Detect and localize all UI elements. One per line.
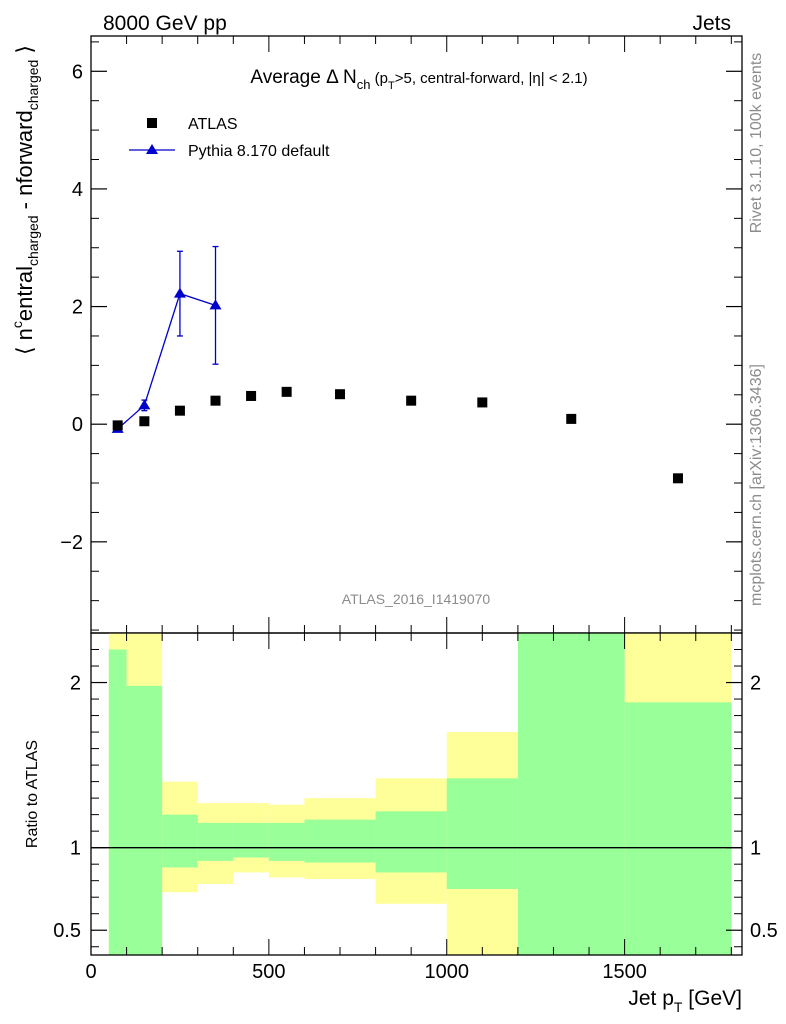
legend-atlas-marker	[147, 118, 157, 128]
main-panel: −2 0 2 4 6 Average Δ Nch (pT>5, central-forw…	[9, 35, 743, 634]
ratio-ylabel: Ratio to ATLAS	[24, 740, 41, 848]
main-ylabel: ⟨ ncentralcharged - nforwardcharged ⟩	[9, 45, 41, 355]
main-ytick-label: −2	[60, 532, 83, 554]
mcplots-label: mcplots.cern.ch [arXiv:1306.3436]	[748, 364, 765, 606]
ratio-ytick-label-right: 2	[750, 673, 761, 695]
ratio-band-green	[624, 702, 732, 955]
legend-pythia-marker	[146, 144, 158, 154]
ratio-xtick-label: 500	[252, 961, 285, 983]
rivet-label: Rivet 3.1.10, 100k events	[748, 53, 765, 234]
ratio-band-green	[108, 649, 127, 955]
legend: ATLAS Pythia 8.170 default	[129, 116, 330, 160]
chart-title: Average Δ Nch (pT>5, central-forward, |η…	[250, 67, 587, 92]
atlas-point	[335, 389, 346, 400]
atlas-point	[672, 473, 683, 484]
atlas-point	[566, 413, 577, 424]
pythia-point	[173, 287, 186, 298]
legend-atlas-label: ATLAS	[188, 116, 238, 133]
ratio-frame	[90, 632, 743, 956]
ratio-ytick-label-left: 1	[70, 838, 81, 860]
ratio-panel: 0.5 0.5 1 1 2 2 0 500 1000 1500 Ratio to ATLAS J…	[24, 632, 778, 1015]
atlas-point	[406, 395, 417, 406]
main-ytick-label: 2	[72, 297, 83, 319]
ratio-band-green	[233, 822, 269, 858]
ratio-ytick-label-left: 0.5	[53, 920, 81, 942]
main-ytick-label: 0	[72, 414, 83, 436]
atlas-point	[112, 420, 123, 431]
ratio-band-green	[162, 814, 198, 868]
ratio-xtick-label: 1000	[424, 961, 469, 983]
ratio-ytick-label-left: 2	[70, 673, 81, 695]
main-ytick-label: 4	[72, 179, 83, 201]
x-axis-label: Jet pT [GeV]	[628, 987, 742, 1015]
ratio-xtick-label: 0	[85, 961, 96, 983]
atlas-point	[246, 390, 257, 401]
ratio-band-green	[517, 633, 625, 955]
legend-pythia-label: Pythia 8.170 default	[188, 143, 330, 160]
ratio-band-green	[126, 685, 163, 955]
main-ytick-label: 6	[72, 61, 83, 83]
atlas-point	[139, 416, 150, 427]
ratio-band-green	[446, 778, 518, 889]
pythia-line	[117, 292, 216, 430]
atlas-point	[210, 395, 221, 406]
header-right: Jets	[692, 12, 731, 35]
ratio-xtick-label: 1500	[602, 961, 647, 983]
header-left: 8000 GeV pp	[103, 12, 227, 35]
atlas-point	[281, 386, 292, 397]
ratio-band-green	[268, 822, 305, 861]
ratio-band-green	[197, 822, 234, 861]
ratio-ytick-label-right: 0.5	[750, 920, 778, 942]
pythia-point	[138, 399, 151, 410]
ratio-band-green	[304, 819, 376, 863]
atlas-point	[174, 405, 185, 416]
ratio-band-green	[375, 811, 447, 873]
atlas-point	[477, 397, 488, 408]
ratio-ytick-label-right: 1	[750, 838, 761, 860]
analysis-watermark: ATLAS_2016_I1419070	[342, 591, 491, 607]
pythia-point	[209, 299, 222, 310]
